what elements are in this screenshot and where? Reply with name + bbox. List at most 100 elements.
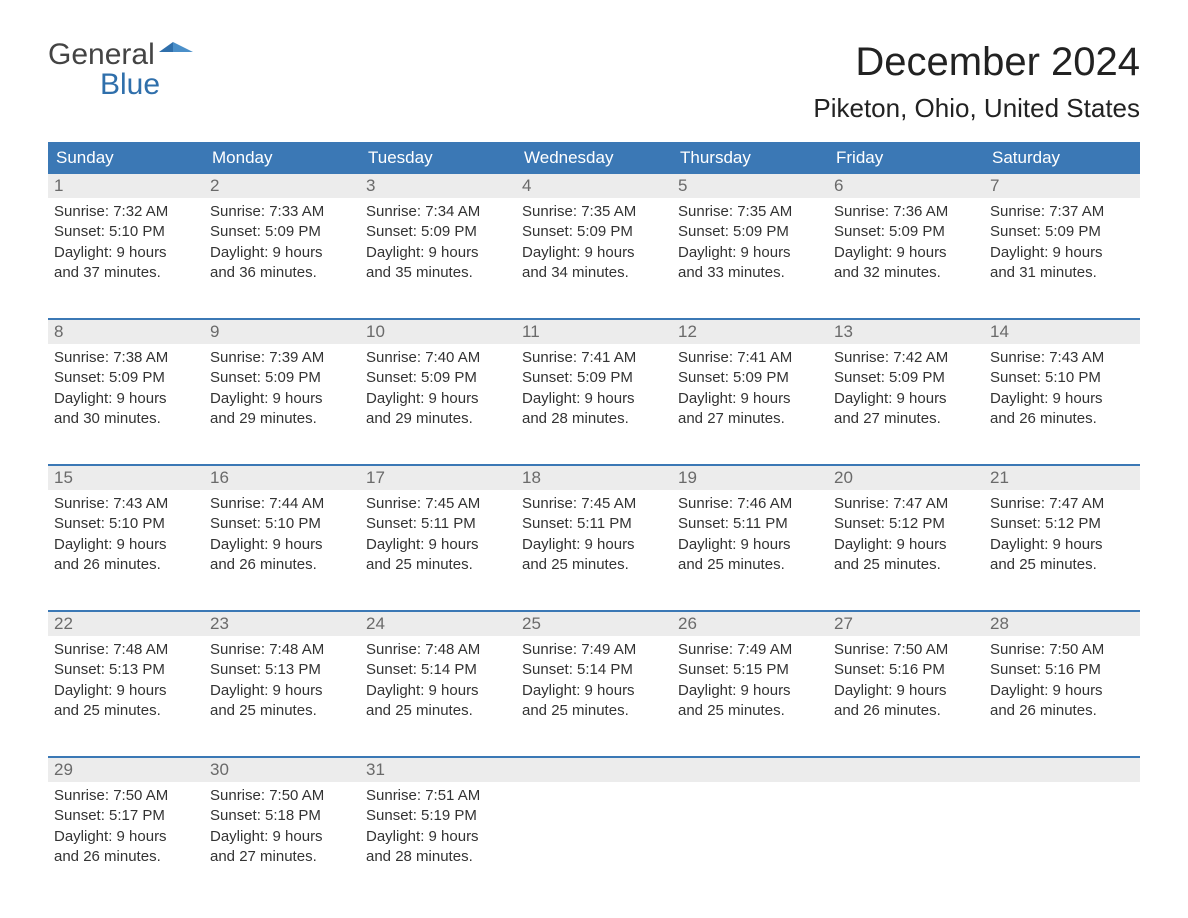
day-cell <box>984 782 1140 878</box>
day-cell: Sunrise: 7:51 AMSunset: 5:19 PMDaylight:… <box>360 782 516 878</box>
day-cell: Sunrise: 7:50 AMSunset: 5:18 PMDaylight:… <box>204 782 360 878</box>
daynum-row: 293031 <box>48 758 1140 782</box>
sunset-text: Sunset: 5:09 PM <box>990 222 1132 242</box>
day2-text: and 26 minutes. <box>210 555 352 575</box>
day-cell <box>516 782 672 878</box>
logo-text-blue: Blue <box>48 70 193 100</box>
sunrise-text: Sunrise: 7:46 AM <box>678 494 820 514</box>
sunrise-text: Sunrise: 7:45 AM <box>522 494 664 514</box>
day-cell: Sunrise: 7:39 AMSunset: 5:09 PMDaylight:… <box>204 344 360 440</box>
day-number: 8 <box>48 320 204 344</box>
day2-text: and 25 minutes. <box>834 555 976 575</box>
sunset-text: Sunset: 5:09 PM <box>366 222 508 242</box>
day-number: 15 <box>48 466 204 490</box>
daynum-row: 891011121314 <box>48 320 1140 344</box>
day1-text: Daylight: 9 hours <box>990 535 1132 555</box>
day2-text: and 25 minutes. <box>366 701 508 721</box>
sunrise-text: Sunrise: 7:41 AM <box>678 348 820 368</box>
title-block: December 2024 Piketon, Ohio, United Stat… <box>813 40 1140 124</box>
day-number: 11 <box>516 320 672 344</box>
calendar-week: 15161718192021Sunrise: 7:43 AMSunset: 5:… <box>48 464 1140 586</box>
day1-text: Daylight: 9 hours <box>522 389 664 409</box>
day-number <box>516 758 672 782</box>
day-cell: Sunrise: 7:48 AMSunset: 5:13 PMDaylight:… <box>48 636 204 732</box>
location: Piketon, Ohio, United States <box>813 93 1140 124</box>
day-cell: Sunrise: 7:37 AMSunset: 5:09 PMDaylight:… <box>984 198 1140 294</box>
day1-text: Daylight: 9 hours <box>678 535 820 555</box>
sunrise-text: Sunrise: 7:37 AM <box>990 202 1132 222</box>
sunset-text: Sunset: 5:13 PM <box>210 660 352 680</box>
day-number: 3 <box>360 174 516 198</box>
sunrise-text: Sunrise: 7:51 AM <box>366 786 508 806</box>
sunset-text: Sunset: 5:13 PM <box>54 660 196 680</box>
sunset-text: Sunset: 5:10 PM <box>54 514 196 534</box>
sunrise-text: Sunrise: 7:50 AM <box>990 640 1132 660</box>
day-number: 20 <box>828 466 984 490</box>
day1-text: Daylight: 9 hours <box>678 681 820 701</box>
sunrise-text: Sunrise: 7:35 AM <box>522 202 664 222</box>
sunrise-text: Sunrise: 7:40 AM <box>366 348 508 368</box>
logo-flag-icon <box>159 40 193 70</box>
day-cell <box>828 782 984 878</box>
day2-text: and 36 minutes. <box>210 263 352 283</box>
daynum-row: 22232425262728 <box>48 612 1140 636</box>
day-number: 9 <box>204 320 360 344</box>
day-cell: Sunrise: 7:46 AMSunset: 5:11 PMDaylight:… <box>672 490 828 586</box>
sunrise-text: Sunrise: 7:50 AM <box>834 640 976 660</box>
sunset-text: Sunset: 5:09 PM <box>210 368 352 388</box>
dow-thursday: Thursday <box>672 142 828 174</box>
day-number: 5 <box>672 174 828 198</box>
sunset-text: Sunset: 5:19 PM <box>366 806 508 826</box>
day-number: 18 <box>516 466 672 490</box>
day2-text: and 25 minutes. <box>366 555 508 575</box>
day-number: 29 <box>48 758 204 782</box>
day-cell: Sunrise: 7:38 AMSunset: 5:09 PMDaylight:… <box>48 344 204 440</box>
dow-monday: Monday <box>204 142 360 174</box>
logo-text-general: General <box>48 40 155 70</box>
day2-text: and 31 minutes. <box>990 263 1132 283</box>
sunset-text: Sunset: 5:11 PM <box>366 514 508 534</box>
day-number: 23 <box>204 612 360 636</box>
day2-text: and 25 minutes. <box>678 701 820 721</box>
day-number: 16 <box>204 466 360 490</box>
day-cell: Sunrise: 7:47 AMSunset: 5:12 PMDaylight:… <box>828 490 984 586</box>
day2-text: and 27 minutes. <box>678 409 820 429</box>
day-number: 28 <box>984 612 1140 636</box>
day2-text: and 34 minutes. <box>522 263 664 283</box>
dow-friday: Friday <box>828 142 984 174</box>
day2-text: and 26 minutes. <box>990 701 1132 721</box>
day-number: 19 <box>672 466 828 490</box>
day-number: 4 <box>516 174 672 198</box>
logo: General Blue <box>48 40 193 100</box>
header: General Blue December 2024 Piketon, Ohio… <box>48 40 1140 124</box>
day2-text: and 25 minutes. <box>678 555 820 575</box>
sunset-text: Sunset: 5:16 PM <box>990 660 1132 680</box>
day-cell: Sunrise: 7:47 AMSunset: 5:12 PMDaylight:… <box>984 490 1140 586</box>
sunrise-text: Sunrise: 7:43 AM <box>990 348 1132 368</box>
sunset-text: Sunset: 5:09 PM <box>210 222 352 242</box>
sunrise-text: Sunrise: 7:45 AM <box>366 494 508 514</box>
day2-text: and 27 minutes. <box>834 409 976 429</box>
sunrise-text: Sunrise: 7:42 AM <box>834 348 976 368</box>
day-number: 10 <box>360 320 516 344</box>
sunset-text: Sunset: 5:11 PM <box>522 514 664 534</box>
day-number: 25 <box>516 612 672 636</box>
day2-text: and 28 minutes. <box>522 409 664 429</box>
day2-text: and 37 minutes. <box>54 263 196 283</box>
day-cell: Sunrise: 7:49 AMSunset: 5:14 PMDaylight:… <box>516 636 672 732</box>
day1-text: Daylight: 9 hours <box>366 243 508 263</box>
day-cell: Sunrise: 7:50 AMSunset: 5:16 PMDaylight:… <box>828 636 984 732</box>
day-cell: Sunrise: 7:44 AMSunset: 5:10 PMDaylight:… <box>204 490 360 586</box>
day-number: 7 <box>984 174 1140 198</box>
sunset-text: Sunset: 5:14 PM <box>366 660 508 680</box>
day1-text: Daylight: 9 hours <box>990 681 1132 701</box>
day-cell: Sunrise: 7:45 AMSunset: 5:11 PMDaylight:… <box>360 490 516 586</box>
sunset-text: Sunset: 5:09 PM <box>366 368 508 388</box>
day-of-week-header: Sunday Monday Tuesday Wednesday Thursday… <box>48 142 1140 174</box>
day1-text: Daylight: 9 hours <box>990 243 1132 263</box>
sunrise-text: Sunrise: 7:47 AM <box>990 494 1132 514</box>
day-number: 24 <box>360 612 516 636</box>
sunrise-text: Sunrise: 7:36 AM <box>834 202 976 222</box>
sunset-text: Sunset: 5:12 PM <box>990 514 1132 534</box>
day-cell: Sunrise: 7:48 AMSunset: 5:13 PMDaylight:… <box>204 636 360 732</box>
